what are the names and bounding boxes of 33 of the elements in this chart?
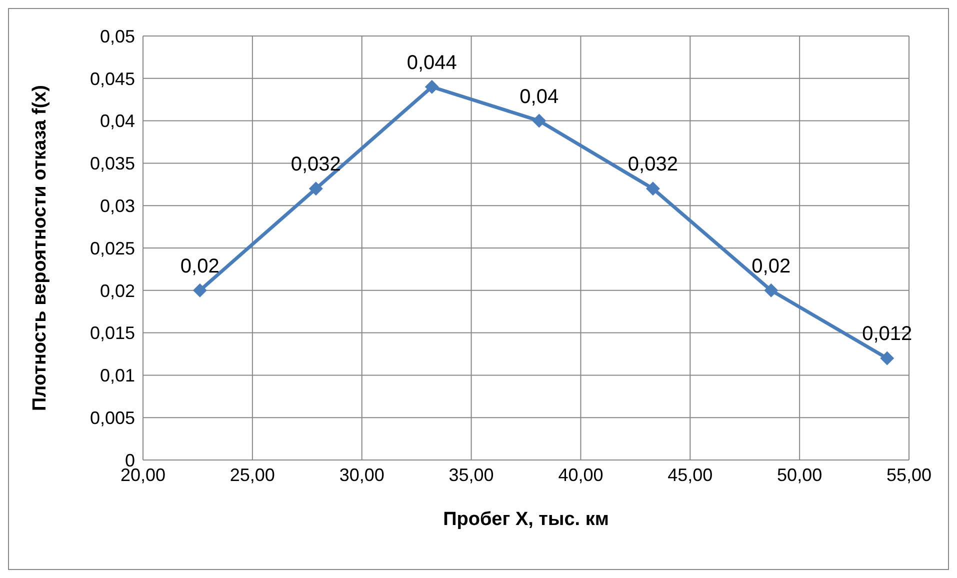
point bbox=[192, 283, 207, 298]
y-tick-label: 0,045 bbox=[90, 68, 135, 89]
y-tick-label: 0,015 bbox=[90, 323, 135, 344]
point bbox=[880, 351, 894, 366]
x-tick-label: 35,00 bbox=[448, 464, 494, 485]
y-tick-label: 0,05 bbox=[100, 26, 135, 46]
data-label: 0,032 bbox=[290, 154, 341, 176]
data-label: 0,044 bbox=[406, 52, 457, 74]
x-tick-label: 25,00 bbox=[230, 464, 275, 485]
y-tick-label: 0,02 bbox=[100, 280, 135, 301]
x-tick-label: 40,00 bbox=[558, 464, 604, 485]
y-axis-title: Плотность вероятности отказа f(x) bbox=[30, 85, 51, 411]
x-tick-label: 50,00 bbox=[777, 464, 822, 485]
point bbox=[532, 114, 546, 128]
point bbox=[646, 182, 660, 196]
point bbox=[764, 283, 778, 298]
x-tick-label: 55,00 bbox=[886, 464, 932, 485]
y-tick-label: 0,005 bbox=[90, 408, 135, 428]
data-label: 0,02 bbox=[180, 255, 220, 278]
data-label: 0,012 bbox=[862, 323, 912, 346]
point bbox=[424, 80, 439, 94]
x-tick-label: 45,00 bbox=[668, 464, 713, 485]
y-tick-label: 0,04 bbox=[100, 111, 135, 132]
data-label: 0,032 bbox=[628, 154, 678, 176]
data-label: 0,04 bbox=[520, 86, 559, 108]
y-tick-label: 0,03 bbox=[100, 196, 135, 216]
y-tick-label: 0,01 bbox=[100, 366, 135, 386]
x-tick-label: 30,00 bbox=[339, 464, 384, 485]
point bbox=[308, 182, 323, 196]
x-axis-title: Пробег X, тыс. км bbox=[443, 509, 609, 530]
data-label: 0,02 bbox=[752, 255, 791, 278]
y-tick-label: 0,025 bbox=[90, 238, 135, 258]
y-tick-label: 0,035 bbox=[90, 154, 135, 174]
